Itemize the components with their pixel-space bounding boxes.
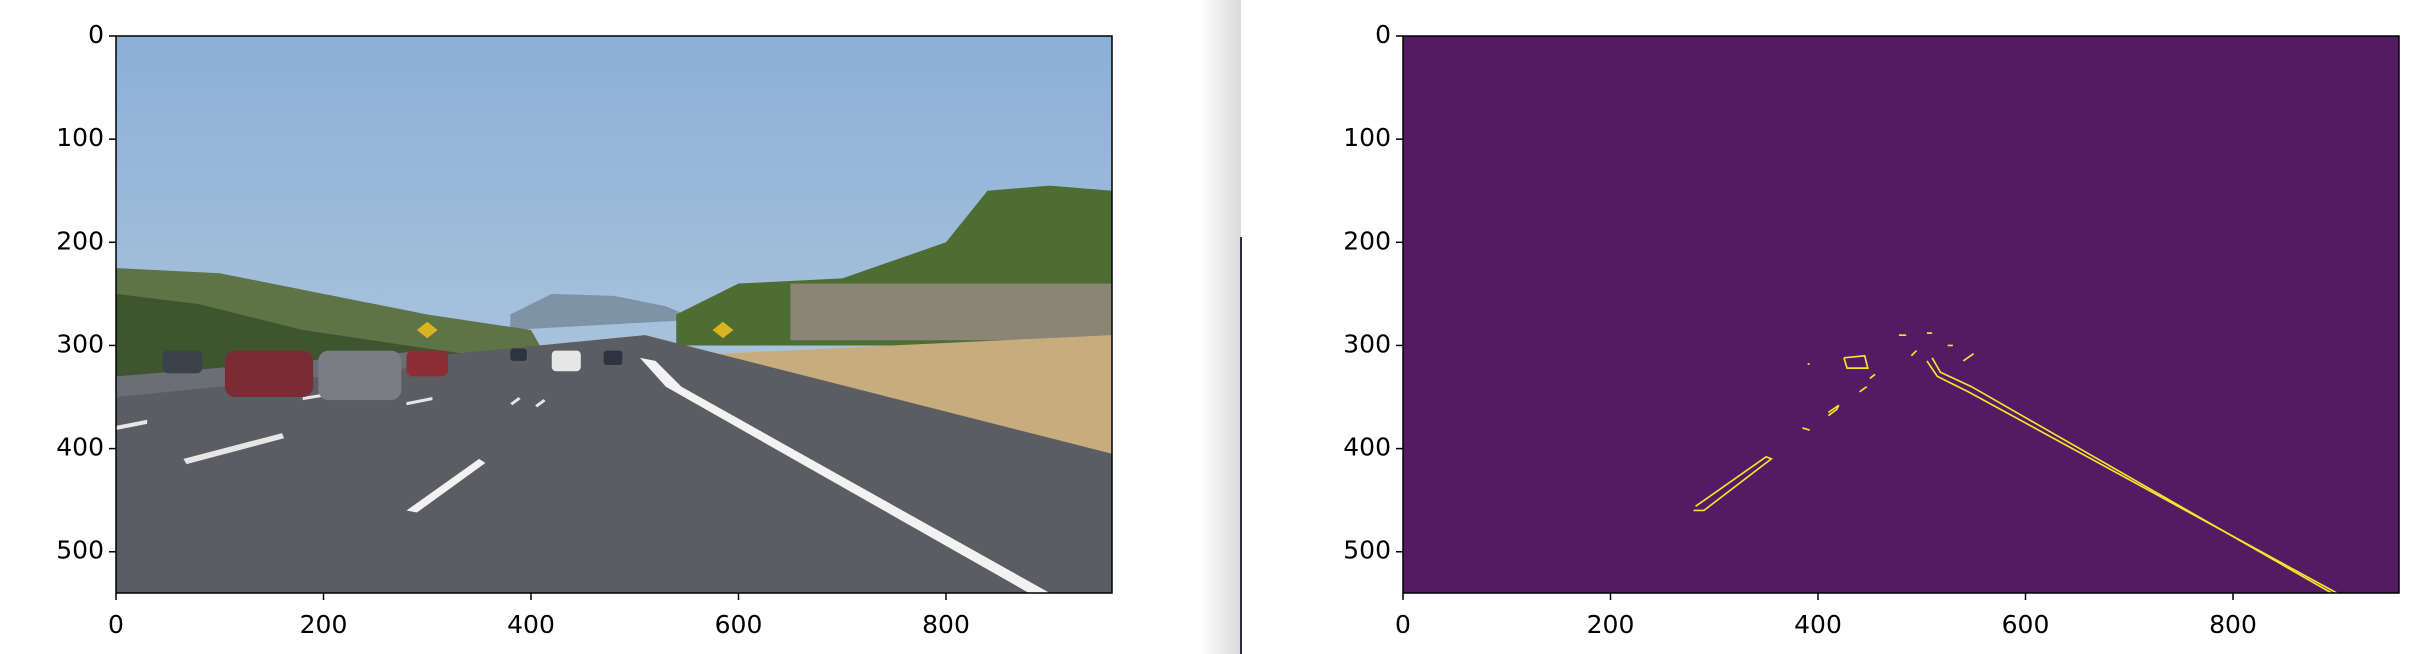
window-shadow — [1200, 0, 1241, 654]
y-tick-label: 500 — [1343, 536, 1391, 565]
x-tick-label: 0 — [108, 610, 124, 639]
x-tick-label: 400 — [507, 610, 555, 639]
x-tick-label: 0 — [1395, 610, 1411, 639]
y-tick-label: 300 — [1343, 329, 1391, 358]
y-tick-label: 200 — [56, 226, 104, 255]
edge-image — [1403, 36, 2399, 593]
y-tick-label: 0 — [1375, 20, 1391, 49]
axes-frame — [1402, 35, 2400, 594]
axes-frame — [115, 35, 1113, 594]
x-tick-label: 800 — [2209, 610, 2257, 639]
y-tick-label: 500 — [56, 536, 104, 565]
y-tick-label: 400 — [1343, 433, 1391, 462]
x-tick-label: 600 — [2002, 610, 2050, 639]
y-tick-label: 0 — [88, 20, 104, 49]
y-tick-label: 100 — [1343, 123, 1391, 152]
x-tick-label: 400 — [1794, 610, 1842, 639]
y-tick-label: 100 — [56, 123, 104, 152]
photo — [116, 36, 1112, 593]
x-tick-label: 200 — [1587, 610, 1635, 639]
x-tick-label: 600 — [715, 610, 763, 639]
y-tick-label: 300 — [56, 329, 104, 358]
x-tick-label: 800 — [922, 610, 970, 639]
y-tick-label: 400 — [56, 433, 104, 462]
x-tick-label: 200 — [300, 610, 348, 639]
y-tick-label: 200 — [1343, 226, 1391, 255]
